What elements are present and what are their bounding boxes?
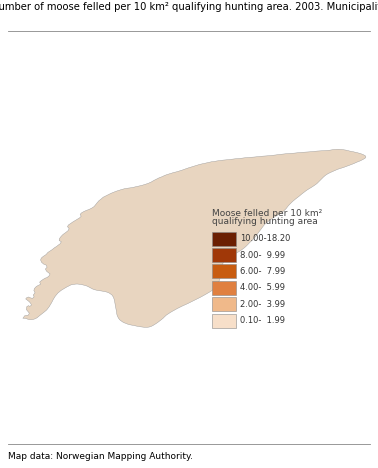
Text: 10.00-18.20: 10.00-18.20	[240, 234, 290, 243]
Text: Number of moose felled per 10 km² qualifying hunting area. 2003. Municipality: Number of moose felled per 10 km² qualif…	[0, 1, 378, 12]
Text: 0.10-  1.99: 0.10- 1.99	[240, 316, 285, 325]
Text: Map data: Norwegian Mapping Authority.: Map data: Norwegian Mapping Authority.	[8, 452, 192, 461]
Text: 2.00-  3.99: 2.00- 3.99	[240, 300, 285, 309]
Text: Moose felled per 10 km²: Moose felled per 10 km²	[212, 209, 322, 218]
Text: qualifying hunting area: qualifying hunting area	[212, 217, 318, 226]
Text: 4.00-  5.99: 4.00- 5.99	[240, 283, 285, 292]
Polygon shape	[23, 149, 366, 327]
Text: 6.00-  7.99: 6.00- 7.99	[240, 267, 285, 276]
Text: 8.00-  9.99: 8.00- 9.99	[240, 250, 285, 260]
